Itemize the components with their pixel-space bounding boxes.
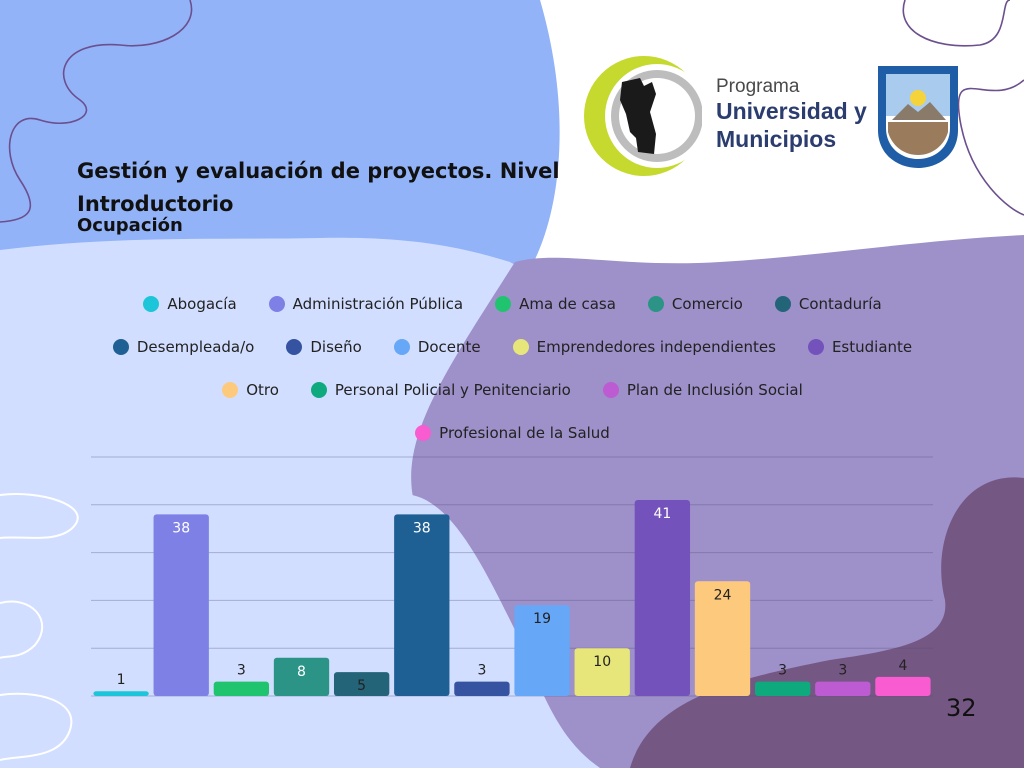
legend-swatch-icon [415, 424, 432, 441]
bar [875, 676, 931, 696]
legend-row: Profesional de la Salud [90, 411, 935, 454]
legend-item: Ama de casa [495, 295, 616, 313]
legend-swatch-icon [310, 381, 327, 398]
bar [213, 681, 270, 696]
legend-swatch-icon [647, 295, 664, 312]
bar-value-label: 3 [477, 663, 486, 679]
legend-item: Docente [393, 337, 481, 356]
legend-item: Desempleada/o [112, 337, 255, 356]
bar-value-label: 38 [172, 520, 190, 536]
legend-item: Otro [222, 381, 279, 399]
bar [93, 691, 149, 696]
legend-label: Abogacía [167, 294, 237, 313]
bar [394, 514, 450, 696]
legend-swatch-icon [807, 338, 824, 355]
bar-value-label: 3 [838, 663, 847, 679]
logo-emblem-icon [584, 56, 702, 176]
legend-label: Plan de Inclusión Social [626, 380, 803, 399]
bar-value-label: 1 [117, 672, 126, 688]
logo-line-2: Universidad y [716, 98, 867, 124]
program-logo: Programa Universidad y Municipios [582, 54, 962, 180]
legend-swatch-icon [286, 338, 303, 355]
legend-item: Comercio [647, 294, 743, 313]
bar-value-label: 4 [898, 658, 907, 674]
legend-swatch-icon [222, 381, 239, 398]
legend-swatch-icon [495, 295, 512, 312]
legend-item: Emprendedores independientes [512, 337, 776, 356]
logo-line-3: Municipios [716, 126, 837, 152]
legend-item: Abogacía [143, 294, 237, 313]
bar [754, 681, 811, 696]
legend-label: Administración Pública [292, 294, 464, 313]
legend-label: Profesional de la Salud [439, 423, 610, 442]
bar [634, 500, 691, 696]
bar-value-label: 38 [413, 520, 431, 536]
logo-line-1: Programa [716, 76, 800, 97]
legend-item: Profesional de la Salud [415, 424, 610, 442]
legend-item: Contaduría [774, 294, 882, 313]
page-title: Gestión y evaluación de proyectos. Nivel… [77, 159, 560, 216]
legend-label: Estudiante [831, 337, 913, 356]
bar-value-label: 8 [297, 664, 306, 680]
legend-swatch-icon [143, 295, 160, 312]
legend-swatch-icon [268, 295, 285, 312]
legend-label: Otro [246, 380, 279, 399]
bar-value-label: 41 [653, 506, 671, 522]
legend-label: Comercio [671, 294, 743, 313]
bar [694, 581, 751, 696]
bar [574, 648, 630, 696]
legend-label: Ama de casa [519, 294, 616, 313]
legend-item: Estudiante [807, 337, 913, 356]
legend-item: Plan de Inclusión Social [602, 380, 803, 399]
legend-swatch-icon [774, 295, 791, 312]
legend-label: Personal Policial y Penitenciario [334, 380, 571, 399]
chart-legend: Abogacía Administración Pública Ama de cas… [90, 282, 935, 454]
bar [333, 672, 390, 696]
bar-value-label: 3 [237, 663, 246, 679]
legend-swatch-icon [602, 381, 619, 398]
bar [514, 605, 570, 696]
legend-item: Personal Policial y Penitenciario [310, 380, 571, 399]
legend-item: Diseño [286, 337, 362, 356]
legend-row: Abogacía Administración Pública Ama de cas… [90, 282, 935, 325]
legend-row: Otro Personal Policial y Penitenciario Pla… [90, 368, 935, 411]
bar-value-label: 5 [357, 678, 366, 694]
bar-value-label: 24 [714, 587, 732, 603]
legend-swatch-icon [112, 338, 129, 355]
legend-label: Diseño [310, 337, 362, 356]
legend-item: Administración Pública [268, 294, 464, 313]
page-number: 32 [946, 694, 977, 722]
chart-subtitle: Ocupación [77, 215, 183, 236]
bar-value-label: 19 [533, 611, 551, 627]
bar-value-label: 3 [778, 663, 787, 679]
province-shield-icon [878, 66, 958, 168]
legend-swatch-icon [512, 338, 529, 355]
legend-label: Desempleada/o [136, 337, 255, 356]
legend-swatch-icon [393, 338, 410, 355]
bar [153, 514, 209, 696]
bar-value-label: 10 [593, 654, 611, 670]
legend-label: Docente [417, 337, 481, 356]
legend-label: Emprendedores independientes [536, 337, 776, 356]
legend-row: Desempleada/o Diseño Docente Emprendedores … [90, 325, 935, 368]
bar [454, 681, 510, 696]
bar [273, 657, 330, 696]
legend-label: Contaduría [798, 294, 882, 313]
bar [815, 681, 871, 696]
